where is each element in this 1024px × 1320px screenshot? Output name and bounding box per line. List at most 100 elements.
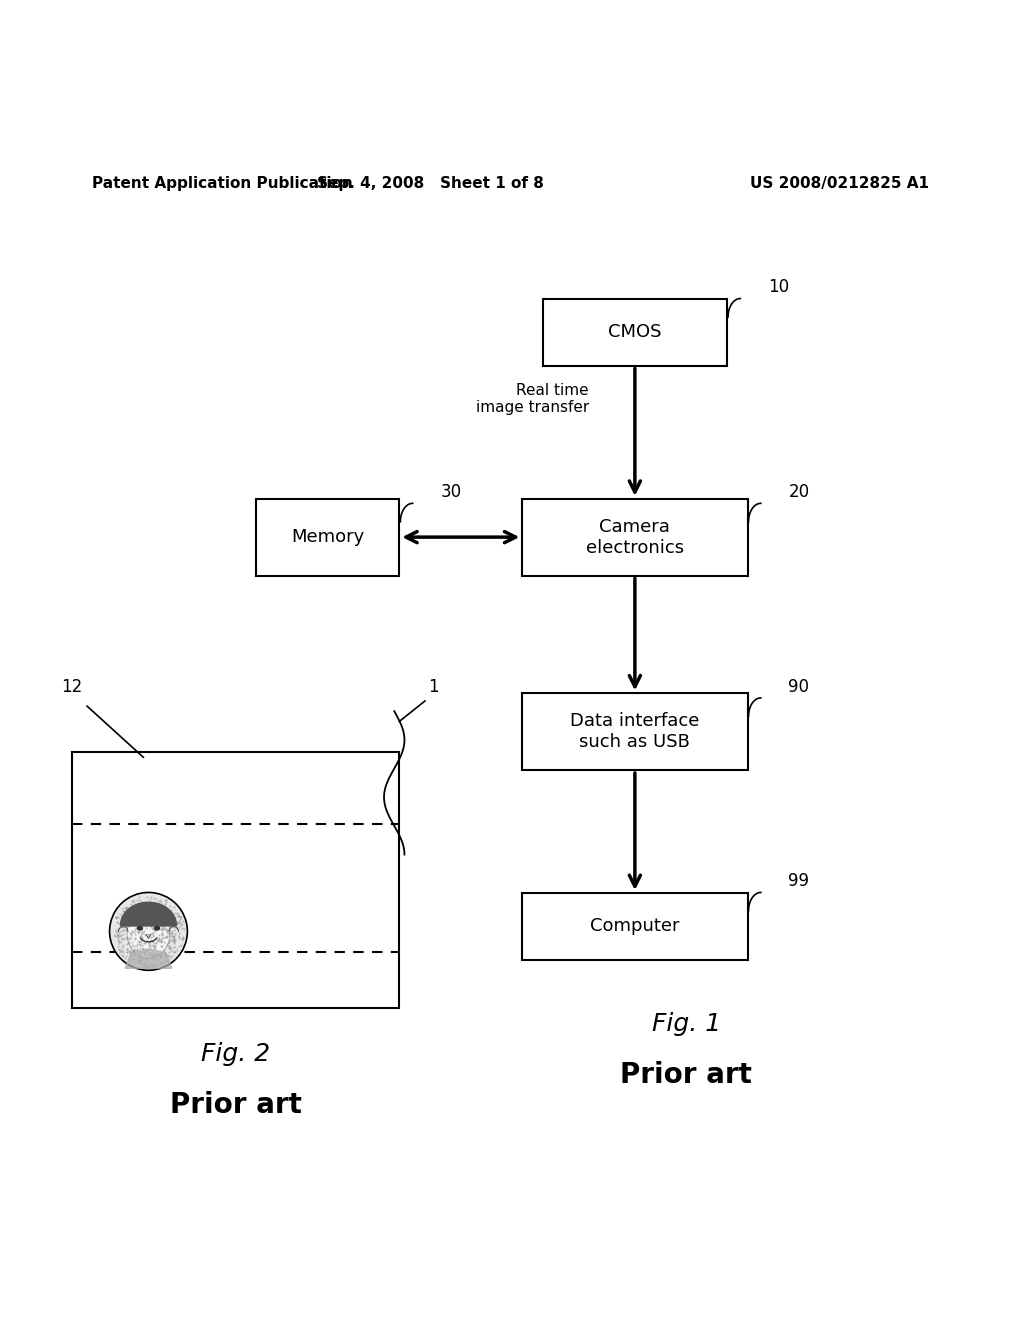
Point: [153, 931, 169, 952]
Point: [131, 941, 147, 962]
Point: [124, 948, 140, 969]
Point: [146, 916, 163, 937]
Point: [130, 931, 146, 952]
Point: [114, 906, 130, 927]
Point: [154, 913, 170, 935]
Point: [127, 896, 143, 917]
Point: [154, 935, 170, 956]
Point: [132, 902, 148, 923]
Point: [147, 916, 164, 937]
Point: [114, 945, 130, 966]
Point: [147, 916, 164, 937]
Point: [154, 931, 170, 952]
Text: Computer: Computer: [590, 917, 680, 936]
Point: [153, 945, 169, 966]
Point: [126, 906, 142, 927]
Point: [159, 927, 175, 948]
Point: [137, 908, 154, 929]
Point: [152, 915, 168, 936]
Point: [174, 917, 190, 939]
Point: [157, 890, 173, 911]
Point: [138, 948, 155, 969]
Point: [109, 912, 125, 933]
Point: [128, 907, 144, 928]
Point: [134, 892, 151, 913]
Point: [171, 928, 187, 949]
Point: [133, 927, 150, 948]
Point: [123, 903, 139, 924]
Text: Memory: Memory: [291, 528, 365, 546]
Point: [154, 932, 170, 953]
Point: [152, 911, 168, 932]
Point: [158, 944, 174, 965]
Point: [122, 942, 138, 964]
Point: [137, 940, 154, 961]
Point: [143, 896, 160, 917]
Point: [145, 945, 162, 966]
Point: [156, 940, 172, 961]
Point: [150, 927, 166, 948]
Point: [148, 911, 165, 932]
Point: [158, 946, 174, 968]
Point: [162, 912, 178, 933]
Point: [132, 950, 148, 972]
Point: [159, 913, 175, 935]
Point: [121, 911, 137, 932]
Point: [136, 932, 153, 953]
Polygon shape: [125, 949, 172, 969]
Point: [173, 907, 189, 928]
Text: 99: 99: [788, 873, 810, 891]
Point: [124, 898, 140, 919]
Point: [118, 928, 134, 949]
Point: [133, 891, 150, 912]
Point: [112, 924, 128, 945]
Point: [133, 929, 150, 950]
Point: [171, 906, 187, 927]
Point: [146, 932, 163, 953]
Point: [120, 916, 136, 937]
Point: [110, 927, 126, 948]
Point: [152, 890, 168, 911]
Point: [128, 916, 144, 937]
Point: [124, 898, 140, 919]
Point: [140, 896, 157, 917]
Point: [126, 899, 142, 920]
Point: [147, 944, 164, 965]
Point: [112, 903, 128, 924]
Point: [166, 928, 182, 949]
Point: [129, 939, 145, 960]
Point: [157, 911, 173, 932]
Point: [125, 940, 141, 961]
Point: [170, 912, 186, 933]
Point: [145, 924, 162, 945]
Point: [148, 908, 165, 929]
Text: 20: 20: [788, 483, 810, 502]
Point: [115, 941, 131, 962]
Point: [109, 925, 125, 946]
Point: [158, 949, 174, 970]
Point: [160, 923, 176, 944]
Point: [152, 945, 168, 966]
Point: [129, 890, 145, 911]
Point: [151, 891, 167, 912]
Point: [142, 927, 159, 948]
Point: [131, 890, 147, 911]
Point: [157, 896, 173, 917]
Point: [155, 903, 171, 924]
Point: [112, 925, 128, 946]
Point: [140, 935, 157, 956]
Point: [156, 931, 172, 952]
Point: [131, 935, 147, 956]
Point: [151, 942, 167, 964]
Point: [142, 953, 159, 974]
Point: [166, 932, 182, 953]
FancyBboxPatch shape: [543, 300, 727, 366]
Point: [105, 924, 122, 945]
Point: [134, 949, 151, 970]
Point: [110, 919, 126, 940]
Text: Fig. 2: Fig. 2: [201, 1043, 270, 1067]
Point: [148, 888, 165, 909]
Point: [135, 923, 152, 944]
Point: [151, 895, 167, 916]
Point: [166, 927, 182, 948]
